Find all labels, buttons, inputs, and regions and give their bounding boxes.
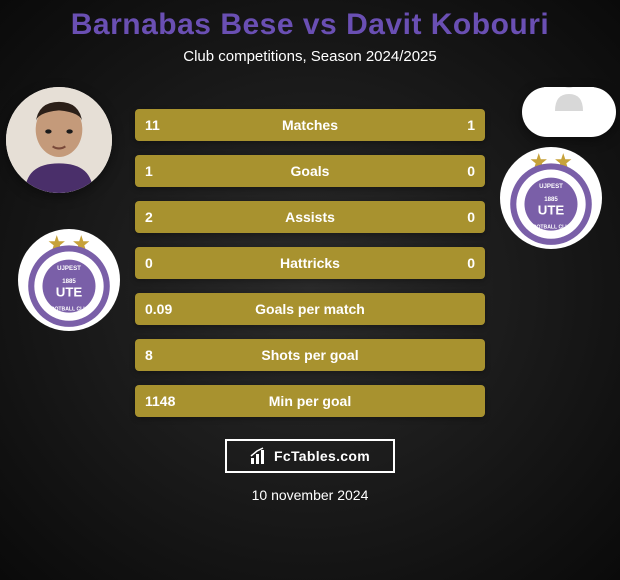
page-title: Barnabas Bese vs Davit Kobouri: [0, 8, 620, 42]
comparison-content: UJPEST 1885 UTE FOOTBALL CLUB UJPEST 188…: [0, 65, 620, 417]
stat-row: 11Matches1: [135, 109, 485, 141]
svg-text:FOOTBALL CLUB: FOOTBALL CLUB: [47, 307, 91, 313]
stat-bars: 11Matches11Goals02Assists00Hattricks00.0…: [135, 85, 485, 417]
club-badge-icon: UJPEST 1885 UTE FOOTBALL CLUB: [500, 147, 602, 249]
date-label: 10 november 2024: [0, 487, 620, 503]
person-silhouette-icon: [522, 87, 616, 111]
stat-row: 1Goals0: [135, 155, 485, 187]
stat-right-value: 0: [435, 163, 475, 179]
stat-right-value: 0: [435, 255, 475, 271]
stat-left-value: 11: [145, 117, 185, 133]
stat-left-value: 1148: [145, 393, 185, 409]
stat-metric-label: Assists: [185, 209, 435, 225]
stat-metric-label: Goals: [185, 163, 435, 179]
svg-text:UTE: UTE: [538, 202, 565, 217]
svg-text:UJPEST: UJPEST: [57, 265, 81, 272]
stat-left-value: 1: [145, 163, 185, 179]
left-player-avatar: [6, 87, 112, 193]
stat-left-value: 2: [145, 209, 185, 225]
stat-row: 8Shots per goal: [135, 339, 485, 371]
stat-left-value: 0.09: [145, 301, 185, 317]
brand-label: FcTables.com: [274, 448, 370, 464]
subtitle: Club competitions, Season 2024/2025: [0, 48, 620, 65]
stat-left-value: 0: [145, 255, 185, 271]
brand-box[interactable]: FcTables.com: [225, 439, 395, 473]
right-player-avatar: [522, 87, 616, 137]
stat-metric-label: Shots per goal: [185, 347, 435, 363]
stat-metric-label: Hattricks: [185, 255, 435, 271]
svg-text:FOOTBALL CLUB: FOOTBALL CLUB: [529, 225, 573, 231]
svg-text:UJPEST: UJPEST: [539, 183, 563, 190]
stat-metric-label: Matches: [185, 117, 435, 133]
stat-row: 1148Min per goal: [135, 385, 485, 417]
person-icon: [6, 87, 112, 193]
right-club-badge: UJPEST 1885 UTE FOOTBALL CLUB: [500, 147, 602, 249]
svg-text:UTE: UTE: [56, 284, 83, 299]
stat-left-value: 8: [145, 347, 185, 363]
stat-row: 2Assists0: [135, 201, 485, 233]
stat-metric-label: Goals per match: [185, 301, 435, 317]
chart-icon: [250, 447, 268, 465]
stat-right-value: 0: [435, 209, 475, 225]
stat-right-value: 1: [435, 117, 475, 133]
left-club-badge: UJPEST 1885 UTE FOOTBALL CLUB: [18, 229, 120, 331]
stat-row: 0Hattricks0: [135, 247, 485, 279]
stat-metric-label: Min per goal: [185, 393, 435, 409]
club-badge-icon: UJPEST 1885 UTE FOOTBALL CLUB: [18, 229, 120, 331]
stat-row: 0.09Goals per match: [135, 293, 485, 325]
